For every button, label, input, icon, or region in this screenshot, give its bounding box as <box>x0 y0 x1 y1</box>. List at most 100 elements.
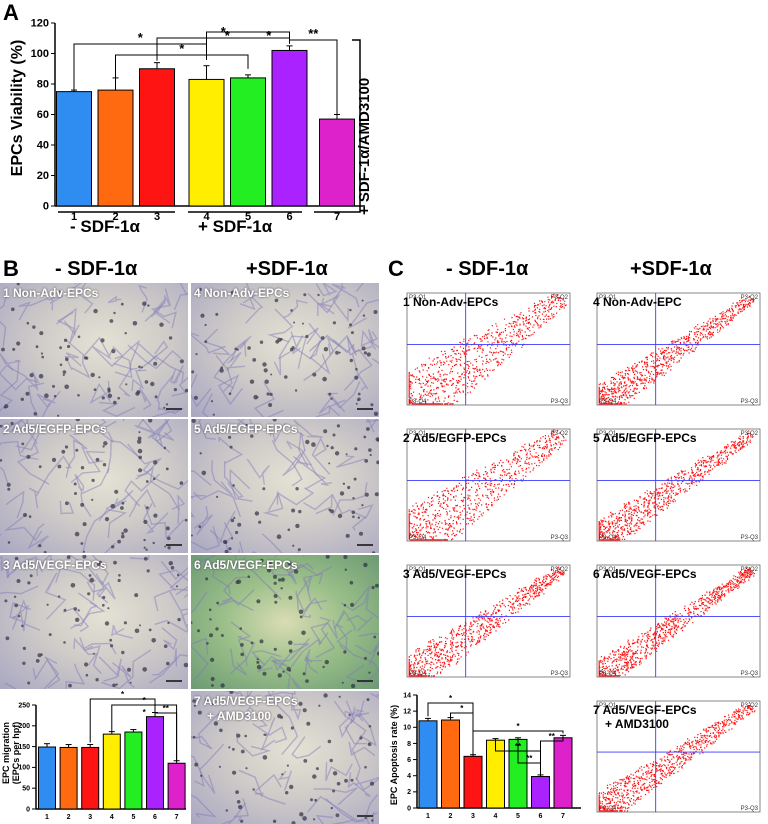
cell-network <box>3 419 35 454</box>
cell-pore <box>1 347 5 352</box>
cell-pore <box>77 609 80 612</box>
cell-network <box>138 284 148 313</box>
cell-network <box>261 533 283 553</box>
cell-pore <box>276 534 282 539</box>
quadrant-label: P3-Q3 <box>551 399 569 405</box>
cell-network <box>335 623 348 653</box>
cell-pore <box>204 323 207 327</box>
cell-pore <box>138 431 141 434</box>
cell-pore <box>302 672 306 676</box>
cell-network <box>358 632 379 666</box>
cell-network <box>0 585 39 595</box>
cell-pore <box>273 581 277 585</box>
bar-1 <box>418 720 438 809</box>
cell-pore <box>311 442 316 447</box>
quadrant-label: P3-Q2 <box>741 431 759 437</box>
cell-pore <box>112 683 116 688</box>
cell-pore <box>232 747 235 751</box>
cell-pore <box>341 681 344 684</box>
cell-network <box>212 552 215 553</box>
cell-pore <box>85 673 89 677</box>
cell-pore <box>107 389 111 393</box>
bar-7 <box>167 762 186 810</box>
quadrant-label: P3-Q2 <box>741 295 759 301</box>
cell-pore <box>344 568 347 571</box>
cell-pore <box>256 599 261 604</box>
cell-pore <box>11 307 15 312</box>
cell-pore <box>135 391 140 396</box>
cell-network <box>375 681 379 689</box>
cell-pore <box>102 595 106 600</box>
cell-pore <box>168 561 173 566</box>
cell-pore <box>12 347 16 351</box>
cell-network <box>0 352 21 372</box>
cell-network <box>333 700 365 719</box>
cell-pore <box>63 338 68 342</box>
cell-network <box>315 399 346 417</box>
cell-pore <box>349 323 352 327</box>
cell-pore <box>58 290 61 293</box>
cell-pore <box>280 587 283 590</box>
cell-pore <box>163 446 167 450</box>
significance-bracket <box>540 735 564 767</box>
cell-pore <box>324 659 329 665</box>
cell-pore <box>318 704 321 707</box>
cell-network <box>0 320 7 347</box>
cell-pore <box>75 617 80 622</box>
bar-6 <box>271 49 308 207</box>
significance-label: * <box>516 722 520 731</box>
cell-pore <box>145 548 148 551</box>
cell-pore <box>165 526 170 531</box>
cell-pore <box>357 516 360 519</box>
cell-network <box>73 419 107 436</box>
cell-pore <box>191 534 193 537</box>
cell-network <box>230 335 252 361</box>
cell-pore <box>282 670 285 673</box>
cell-network <box>191 494 206 518</box>
x-tick-label: 4 <box>110 814 114 821</box>
cell-pore <box>297 548 301 552</box>
quadrant-label: P3-Q4 <box>599 399 617 405</box>
cell-network <box>74 283 77 285</box>
cell-network <box>191 525 220 551</box>
cell-network <box>222 576 255 606</box>
cell-network <box>192 490 242 517</box>
cell-pore <box>323 693 328 698</box>
cell-pore <box>352 515 355 519</box>
cell-pore <box>142 667 147 672</box>
cell-pore <box>16 283 20 286</box>
cell-pore <box>302 322 304 325</box>
y-tick-label: 60 <box>37 109 49 121</box>
cell-network <box>5 561 10 579</box>
panel-a-letter: A <box>3 0 19 25</box>
cell-pore <box>350 683 356 689</box>
cell-pore <box>216 601 220 605</box>
cell-network <box>370 692 379 699</box>
cell-network <box>371 358 379 365</box>
cell-pore <box>210 677 215 681</box>
flow-plot-4: P3-Q1 P3-Q2 P3-Q3 P3-Q4 4 Non-Adv-EPC <box>583 283 768 417</box>
cell-network <box>260 717 276 752</box>
cell-network <box>96 580 116 604</box>
cell-pore <box>142 301 147 306</box>
cell-network <box>203 328 232 356</box>
cell-pore <box>53 394 57 398</box>
cell-pore <box>93 308 98 314</box>
flow-scatter: P3-Q1 P3-Q2 P3-Q3 P3-Q4 <box>596 428 761 542</box>
cell-network <box>217 597 254 612</box>
cell-pore <box>33 412 38 416</box>
x-tick-label: 5 <box>245 211 251 223</box>
y-tick-label: 2 <box>407 789 411 796</box>
cell-pore <box>39 331 44 336</box>
significance-bracket <box>450 712 474 747</box>
cell-pore <box>129 681 132 684</box>
cell-pore <box>258 520 262 524</box>
micrograph-label: 2 Ad5/EGFP-EPCs <box>3 422 107 436</box>
cell-pore <box>61 449 66 454</box>
micrograph-label: 3 Ad5/VEGF-EPCs <box>3 558 107 572</box>
cell-pore <box>363 435 367 439</box>
cell-pore <box>46 603 49 606</box>
flow-plot-label: 7 Ad5/VEGF-EPCs <box>593 703 697 717</box>
cell-pore <box>10 421 14 426</box>
